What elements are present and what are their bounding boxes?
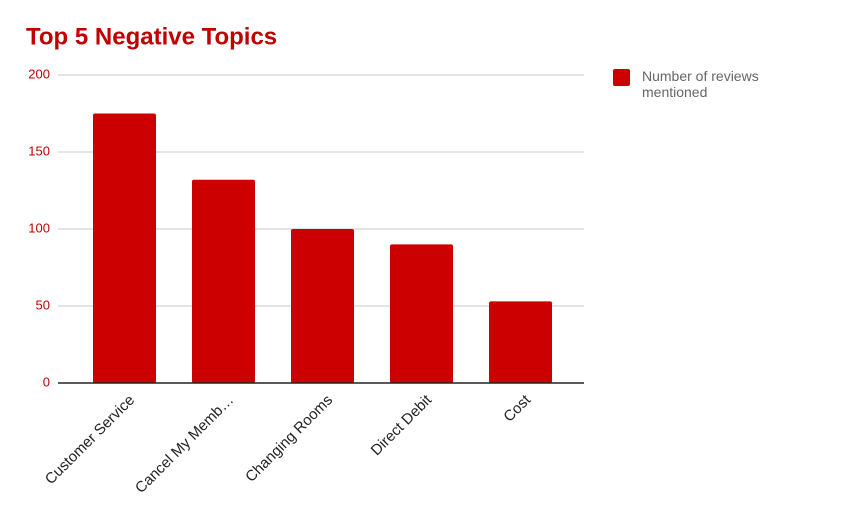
y-tick-label: 100 xyxy=(28,220,50,235)
bar xyxy=(192,179,255,383)
bar xyxy=(390,244,453,383)
y-tick-label: 150 xyxy=(28,143,50,158)
y-tick-label: 50 xyxy=(36,297,50,312)
y-tick-label: 200 xyxy=(28,66,50,81)
bar xyxy=(93,113,156,383)
x-tick-label: Cancel My Memb… xyxy=(132,392,237,497)
bar xyxy=(291,229,354,383)
x-tick-label: Changing Rooms xyxy=(242,392,336,486)
chart-title: Top 5 Negative Topics xyxy=(26,23,277,50)
x-tick-label: Customer Service xyxy=(42,392,138,488)
y-tick-label: 0 xyxy=(43,374,50,389)
legend-label: Number of reviews mentioned xyxy=(642,68,759,100)
legend-swatch xyxy=(613,69,630,86)
x-tick-label: Cost xyxy=(500,391,534,425)
x-tick-label: Direct Debit xyxy=(368,391,436,459)
bar xyxy=(489,301,552,383)
